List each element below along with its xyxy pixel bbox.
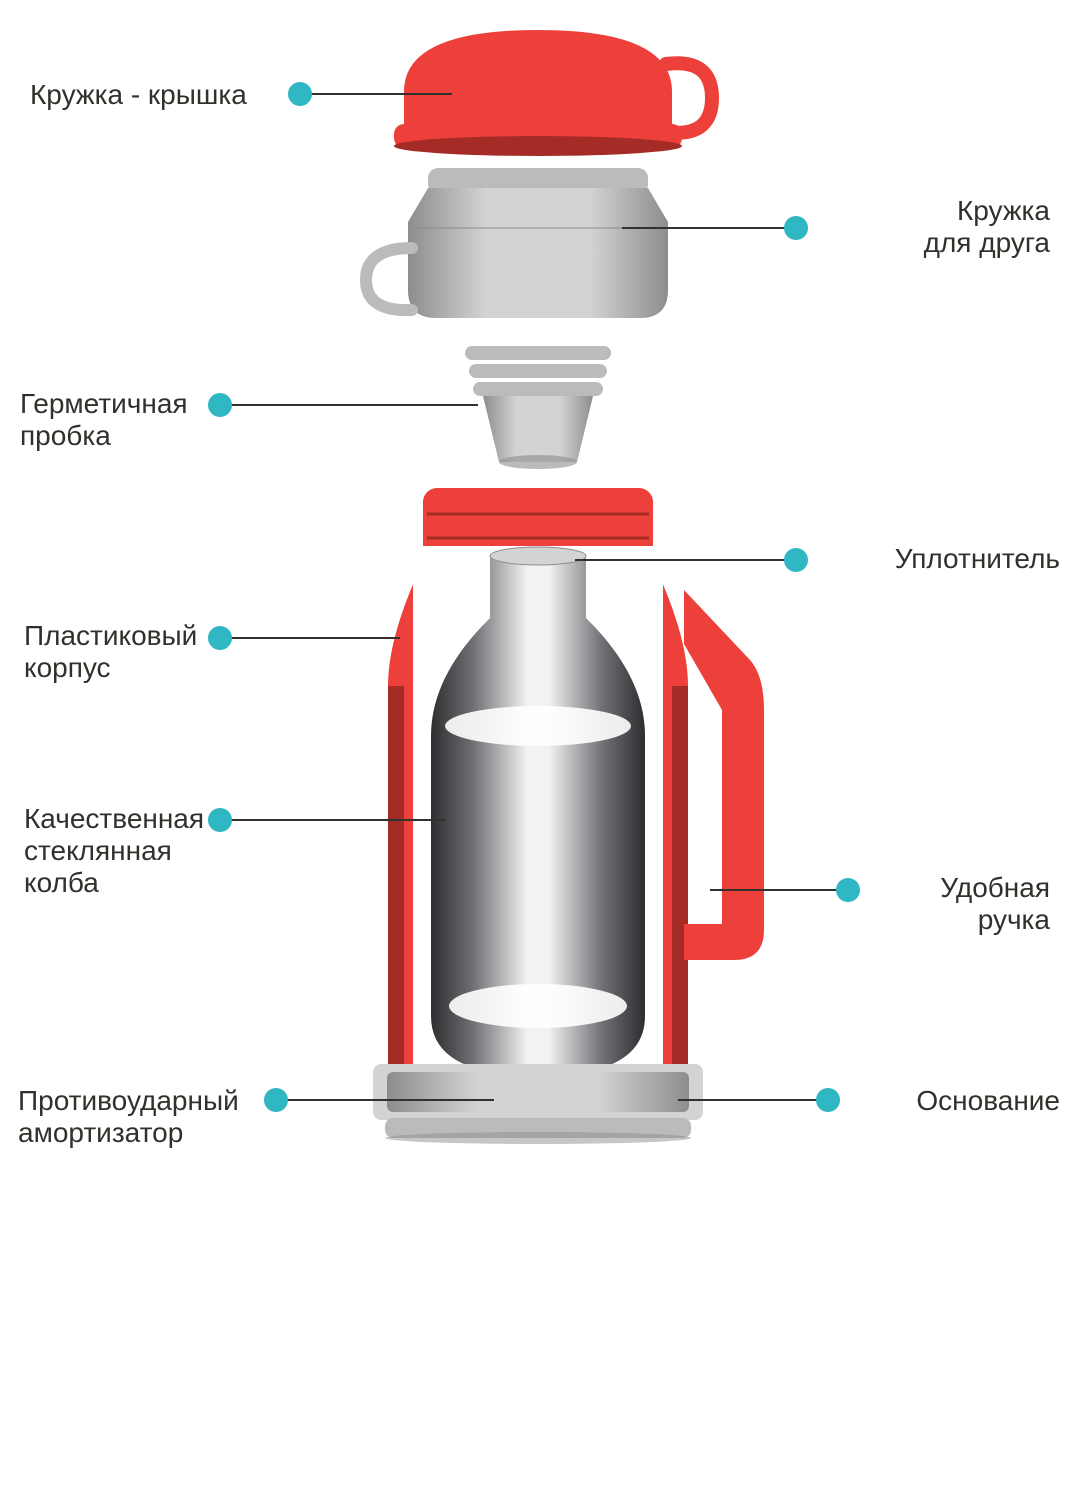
callout-handle: Удобнаяручка bbox=[870, 872, 1050, 936]
callout-dot-seal bbox=[784, 548, 808, 572]
callout-line: колба bbox=[24, 867, 234, 899]
callout-line: для друга bbox=[830, 227, 1050, 259]
callout-line: Качественная bbox=[24, 803, 234, 835]
callout-line: амортизатор bbox=[18, 1117, 288, 1149]
callout-lid-cup: Кружка - крышка bbox=[30, 79, 290, 111]
glass-flask-shape bbox=[413, 546, 663, 1112]
callout-seal: Уплотнитель bbox=[820, 543, 1060, 575]
callout-dot-base bbox=[816, 1088, 840, 1112]
callout-line: Уплотнитель bbox=[820, 543, 1060, 575]
callout-body: Пластиковыйкорпус bbox=[24, 620, 234, 684]
callout-shock: Противоударныйамортизатор bbox=[18, 1085, 288, 1149]
callout-friend-cup: Кружкадля друга bbox=[830, 195, 1050, 259]
callout-line: Основание bbox=[860, 1085, 1060, 1117]
callout-line: Пластиковый bbox=[24, 620, 234, 652]
callout-line: Удобная bbox=[870, 872, 1050, 904]
callout-dot-lid-cup bbox=[288, 82, 312, 106]
callout-line: Противоударный bbox=[18, 1085, 288, 1117]
callout-line: ручка bbox=[870, 904, 1050, 936]
callout-line: пробка bbox=[20, 420, 220, 452]
callout-dot-handle bbox=[836, 878, 860, 902]
callout-line: Герметичная bbox=[20, 388, 220, 420]
callout-line: стеклянная bbox=[24, 835, 234, 867]
second-cup-shape bbox=[366, 168, 668, 318]
callout-flask: Качественнаястекляннаяколба bbox=[24, 803, 234, 900]
callout-dot-friend-cup bbox=[784, 216, 808, 240]
callout-line: Кружка - крышка bbox=[30, 79, 290, 111]
callout-line: корпус bbox=[24, 652, 234, 684]
stopper-shape bbox=[465, 346, 611, 469]
callout-line: Кружка bbox=[830, 195, 1050, 227]
callout-base: Основание bbox=[860, 1085, 1060, 1117]
base-shape bbox=[373, 1064, 703, 1144]
callout-stopper: Герметичнаяпробка bbox=[20, 388, 220, 452]
